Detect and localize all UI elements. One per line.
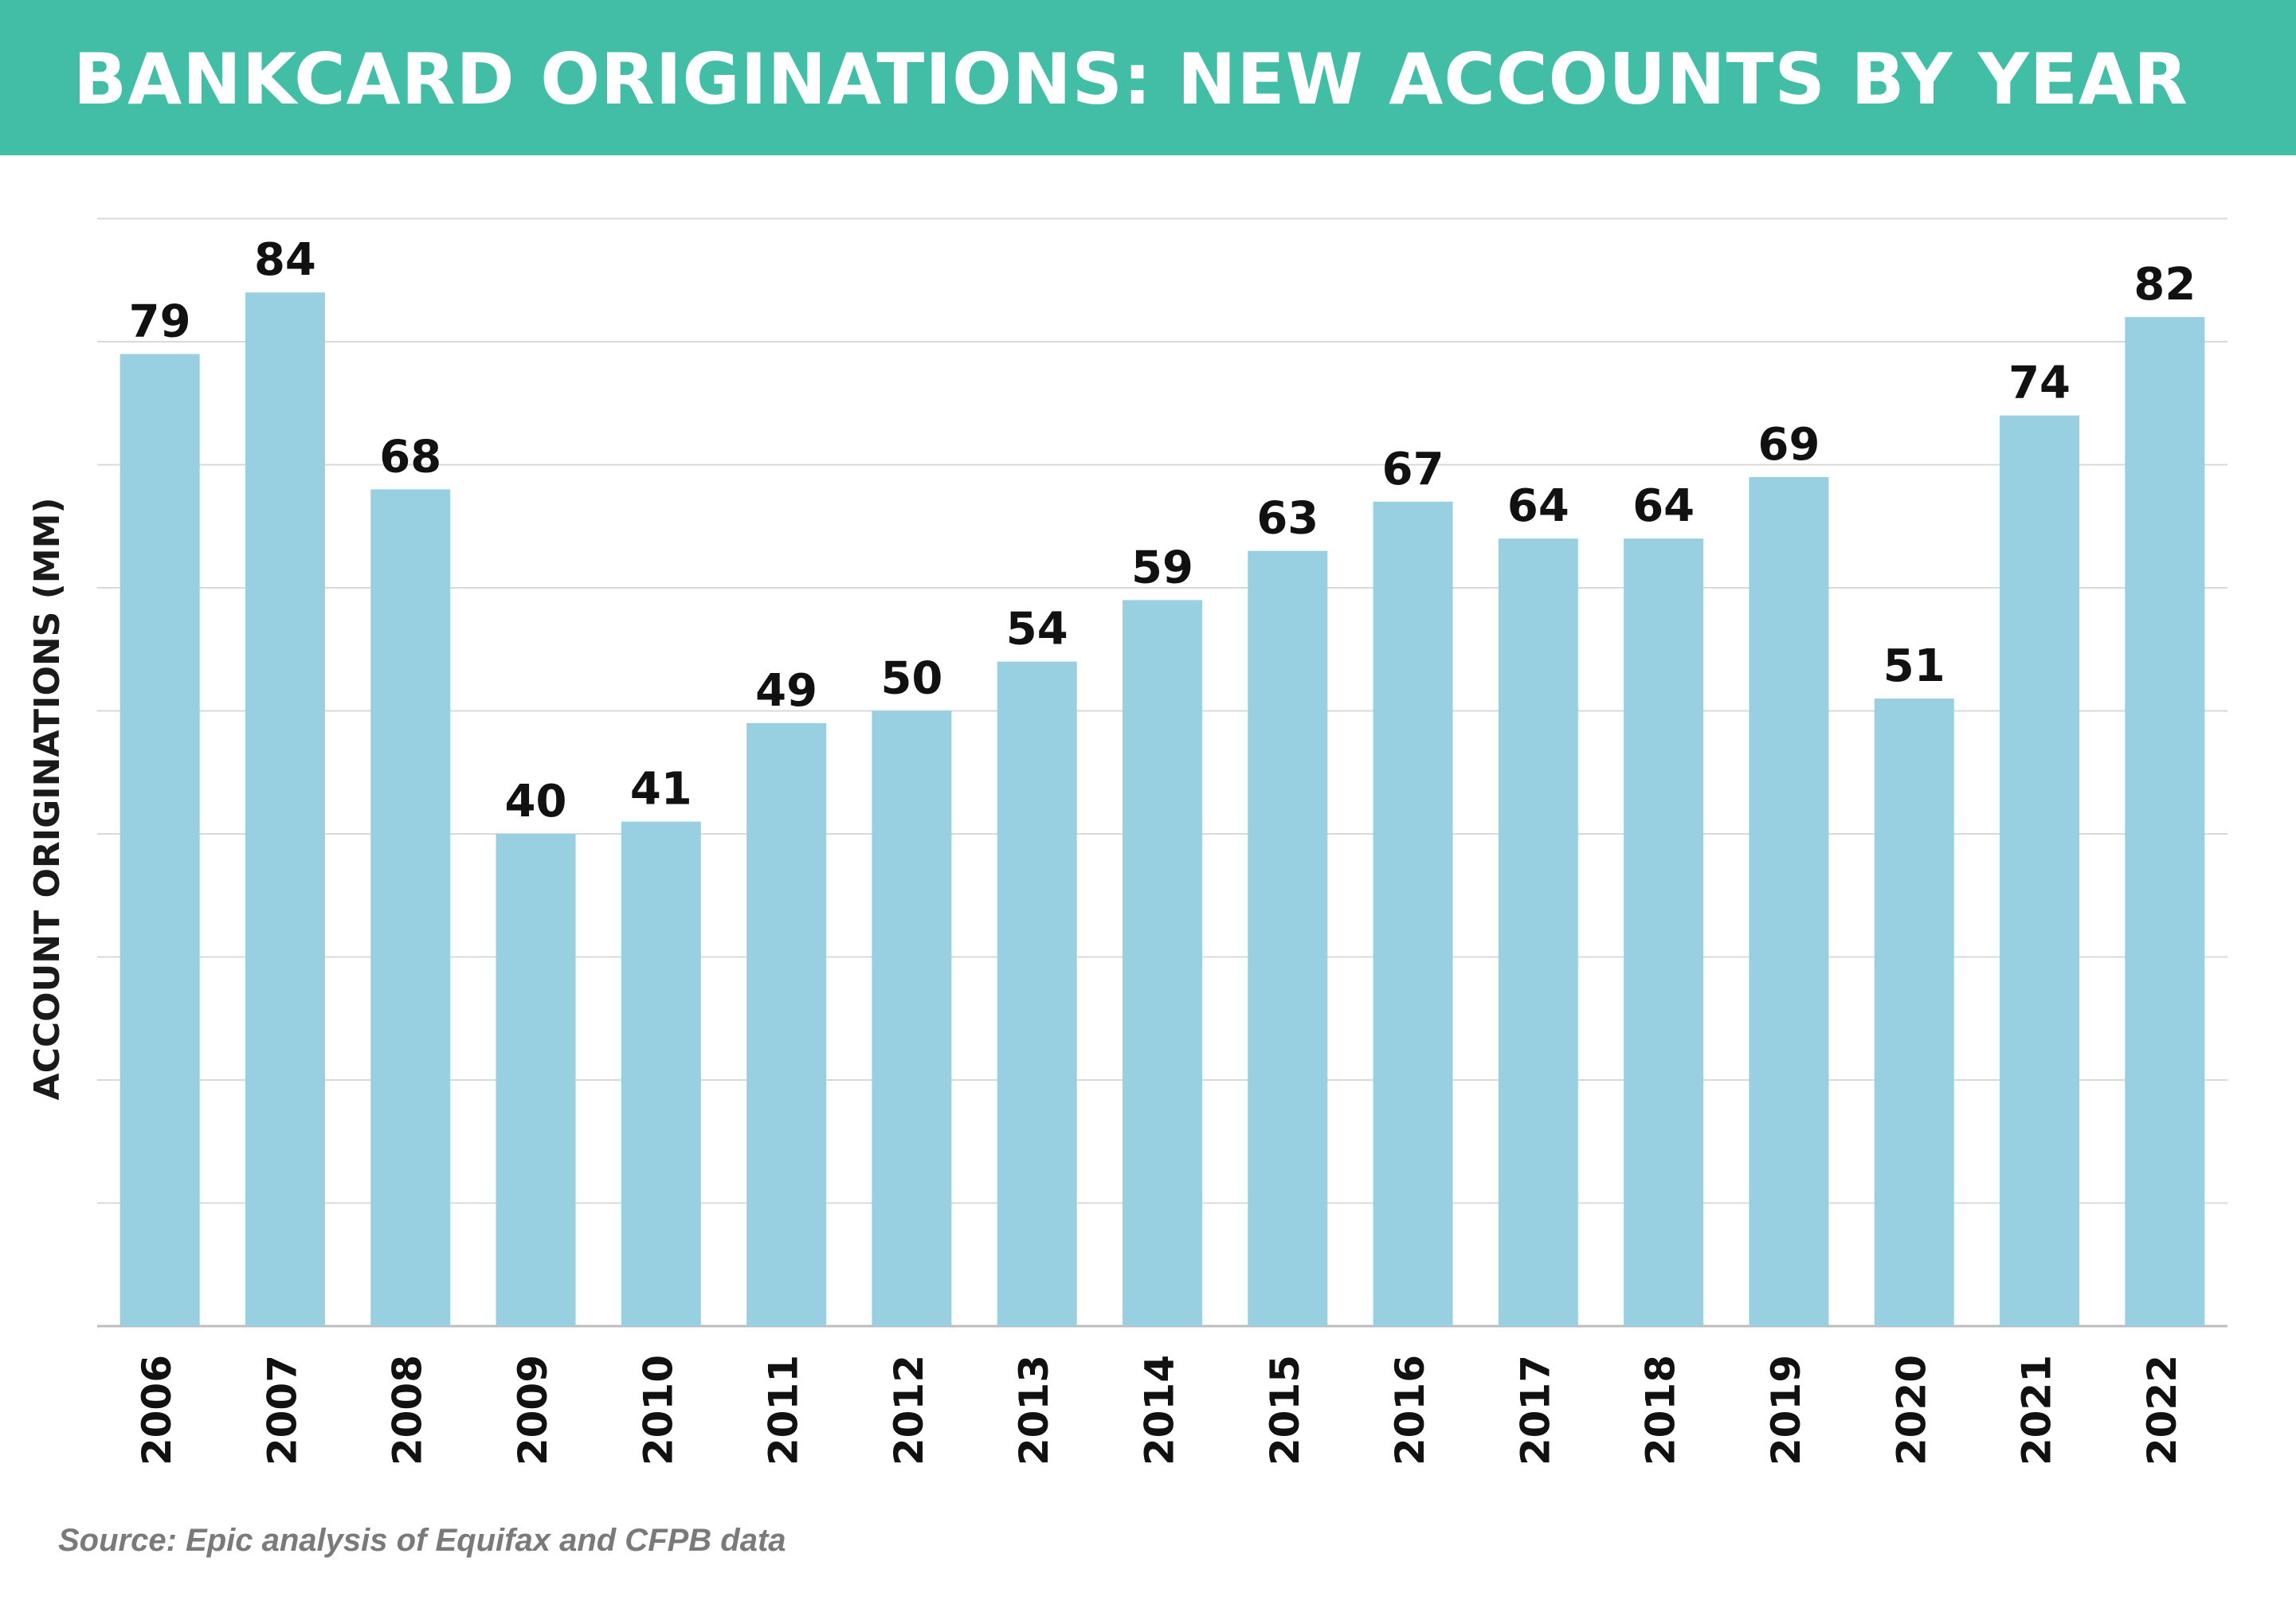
bar-2016 (1373, 501, 1453, 1326)
bar-2017 (1498, 538, 1578, 1326)
y-axis-label: ACCOUNT ORIGINATIONS (MM) (27, 498, 68, 1101)
x-tick-2013: 2013 (1011, 1355, 1057, 1465)
bar-2019 (1749, 476, 1829, 1327)
x-tick-2006: 2006 (134, 1355, 180, 1465)
x-tick-2009: 2009 (510, 1355, 556, 1465)
x-tick-2008: 2008 (385, 1355, 431, 1465)
bar-2006 (120, 354, 200, 1327)
data-label-2010: 41 (630, 764, 692, 816)
x-tick-2020: 2020 (1888, 1355, 1934, 1465)
data-label-2007: 84 (254, 234, 316, 286)
bar-2009 (496, 834, 576, 1326)
data-label-2011: 49 (755, 665, 817, 717)
data-label-2009: 40 (505, 776, 567, 828)
bar-2014 (1123, 600, 1202, 1326)
bar-2020 (1874, 698, 1954, 1326)
x-tick-2019: 2019 (1763, 1355, 1809, 1465)
x-tick-2014: 2014 (1137, 1355, 1183, 1465)
data-labels: 79 84 68 40 41 49 50 54 59 63 67 64 64 69 51 74 82 (129, 234, 2196, 828)
data-label-2006: 79 (129, 295, 191, 347)
data-label-2008: 68 (379, 431, 441, 483)
bar-2021 (2000, 415, 2080, 1327)
data-label-2013: 54 (1006, 604, 1068, 655)
bar-2013 (997, 661, 1077, 1326)
bar-2010 (621, 821, 701, 1326)
bar-2008 (370, 489, 451, 1326)
bar-2018 (1624, 538, 1704, 1326)
data-label-2021: 74 (2008, 358, 2071, 409)
data-label-2018: 64 (1632, 480, 1695, 532)
data-label-2017: 64 (1507, 480, 1569, 532)
bar-2011 (746, 722, 827, 1326)
bar-2012 (872, 710, 952, 1326)
x-tick-2018: 2018 (1638, 1355, 1684, 1465)
x-tick-2015: 2015 (1262, 1355, 1308, 1465)
title-banner: BANKCARD ORIGINATIONS: NEW ACCOUNTS BY Y… (0, 0, 2296, 155)
x-tick-2010: 2010 (635, 1355, 681, 1465)
x-tick-2011: 2011 (761, 1355, 807, 1465)
bar-2022 (2125, 317, 2205, 1327)
x-tick-2016: 2016 (1387, 1355, 1433, 1465)
data-label-2015: 63 (1256, 493, 1318, 545)
x-tick-labels: 2006 2007 2008 2009 2010 2011 2012 2013 2014 2015… (134, 1355, 2185, 1465)
bar-2007 (245, 292, 325, 1327)
chart-title: BANKCARD ORIGINATIONS: NEW ACCOUNTS BY Y… (73, 38, 2188, 120)
bars (120, 292, 2205, 1327)
x-tick-2007: 2007 (259, 1355, 305, 1465)
x-tick-2012: 2012 (886, 1355, 932, 1465)
bar-2015 (1248, 550, 1328, 1326)
data-label-2019: 69 (1758, 419, 1820, 471)
x-tick-2021: 2021 (2014, 1355, 2060, 1465)
data-label-2014: 59 (1131, 542, 1193, 593)
data-label-2016: 67 (1382, 444, 1444, 495)
data-label-2022: 82 (2133, 259, 2196, 311)
data-label-2012: 50 (880, 653, 942, 705)
x-tick-2022: 2022 (2139, 1355, 2185, 1465)
x-tick-2017: 2017 (1512, 1355, 1558, 1465)
source-note: Source: Epic analysis of Equifax and CFP… (58, 1523, 786, 1558)
data-label-2020: 51 (1883, 640, 1945, 692)
